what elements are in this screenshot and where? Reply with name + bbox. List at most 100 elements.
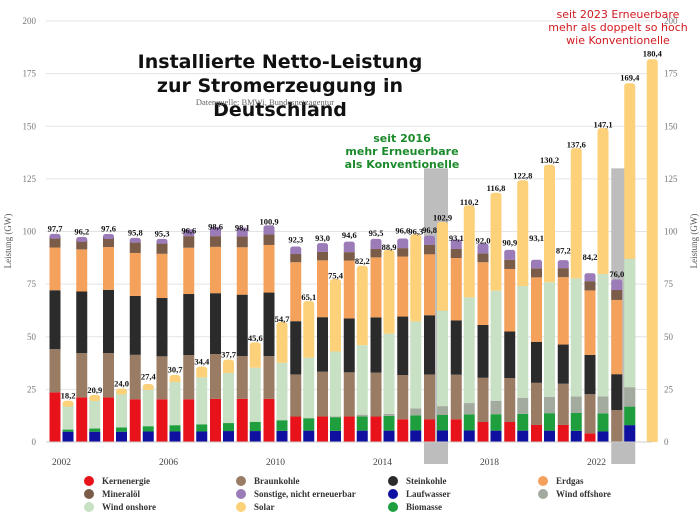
bar-cap xyxy=(450,239,462,245)
total-label-conventional: 96,8 xyxy=(422,225,437,235)
bar-segment xyxy=(437,414,448,431)
x-tick-label: 2022 xyxy=(587,458,606,468)
bar-cap xyxy=(223,359,234,366)
legend-label: Sonstige, nicht erneuerbar xyxy=(254,489,356,499)
bar-segment xyxy=(276,430,288,442)
bar-segment xyxy=(343,244,355,253)
bar-segment xyxy=(356,416,368,431)
y-axis-label-left: Leistung (GW) xyxy=(3,213,13,269)
bar-segment xyxy=(183,294,195,356)
bar-cap xyxy=(249,342,261,349)
bar-segment xyxy=(89,431,101,442)
bar-segment xyxy=(343,372,355,417)
total-label-renewable: 37,7 xyxy=(221,350,237,360)
bar-segment xyxy=(129,399,141,442)
bar-segment xyxy=(383,430,395,442)
bar-segment xyxy=(196,369,208,378)
bar-segment xyxy=(210,293,221,355)
bar-segment xyxy=(196,424,208,432)
bar-segment xyxy=(544,167,555,283)
bar-segment xyxy=(517,398,529,414)
bar-segment xyxy=(263,244,275,293)
bar-segment xyxy=(290,321,302,375)
bar-cap xyxy=(490,192,502,199)
bar-segment xyxy=(544,282,555,397)
total-label-renewable: 130,2 xyxy=(540,155,559,165)
y-tick-label-left: 200 xyxy=(23,16,37,26)
bar-segment xyxy=(557,277,569,345)
total-label-conventional: 87,2 xyxy=(556,245,571,255)
bar-segment xyxy=(397,256,409,317)
bar-segment xyxy=(317,245,328,252)
bar-segment xyxy=(584,281,596,291)
bar-segment xyxy=(437,406,448,415)
bar-cap xyxy=(397,238,409,244)
bar-segment xyxy=(450,242,462,249)
bar-segment xyxy=(290,254,302,263)
bar-segment xyxy=(597,274,609,397)
bar-segment xyxy=(156,243,168,254)
bar-segment xyxy=(570,396,582,413)
legend-label: Erdgas xyxy=(556,476,584,486)
bar-segment xyxy=(463,297,475,404)
y-tick-label-left: 50 xyxy=(27,332,37,342)
legend-label: Laufwasser xyxy=(406,489,451,499)
legend-swatch xyxy=(84,489,94,499)
bar-segment xyxy=(597,131,609,275)
bar-segment xyxy=(463,430,475,442)
bar-cap xyxy=(196,366,208,373)
y-tick-label-right: 175 xyxy=(664,69,678,79)
bar-segment xyxy=(410,430,422,442)
bar-cap xyxy=(370,238,382,244)
bar-segment xyxy=(169,382,181,426)
bar-segment xyxy=(544,430,555,442)
bar-cap xyxy=(156,238,168,244)
bar-segment xyxy=(504,422,516,442)
legend-label: Mineralöl xyxy=(102,489,140,499)
bar-cap xyxy=(544,164,555,171)
bar-segment xyxy=(276,324,288,363)
bar-segment xyxy=(584,394,596,434)
total-label-renewable: 102,9 xyxy=(433,212,452,222)
total-label-conventional: 100,9 xyxy=(259,217,278,227)
bar-cap xyxy=(624,83,636,90)
bar-segment xyxy=(517,183,529,287)
bar-segment xyxy=(116,391,127,428)
bar-cap xyxy=(570,148,582,155)
bar-segment xyxy=(142,387,154,427)
bar-segment xyxy=(290,416,302,442)
bar-segment xyxy=(410,321,422,409)
bar-segment xyxy=(303,304,315,358)
bar-segment xyxy=(89,398,101,429)
bar-segment xyxy=(303,430,315,442)
bar-segment xyxy=(531,268,542,278)
bar-segment xyxy=(76,353,88,398)
bar-cap xyxy=(89,395,101,402)
bar-segment xyxy=(142,426,154,432)
bar-segment xyxy=(611,374,623,411)
chart-title: Installierte Netto-Leistung zur Stromerz… xyxy=(95,50,465,122)
bar-segment xyxy=(517,430,529,442)
x-tick-label: 2006 xyxy=(159,458,178,468)
total-label-conventional: 93,1 xyxy=(529,233,544,243)
chart-source: Datenquelle: BMWi, Bundesnetzagentur xyxy=(195,97,335,107)
bar-segment xyxy=(370,257,382,318)
bar-segment xyxy=(103,247,114,290)
total-label-renewable: 24,0 xyxy=(114,378,129,388)
total-label-conventional: 92,3 xyxy=(288,235,303,245)
bar-segment xyxy=(383,333,395,414)
y-tick-label-left: 100 xyxy=(23,227,37,237)
total-label-conventional: 90,9 xyxy=(502,238,517,248)
legend-swatch xyxy=(236,502,246,512)
bar-segment xyxy=(116,427,127,432)
bar-segment xyxy=(450,248,462,259)
total-label-renewable: 82,2 xyxy=(355,256,370,266)
total-label-conventional: 94,6 xyxy=(342,230,357,240)
bar-segment xyxy=(584,354,596,395)
bar-segment xyxy=(236,230,248,237)
bar-segment xyxy=(624,387,636,407)
bar-segment xyxy=(557,383,569,425)
total-label-conventional: 95,3 xyxy=(155,228,170,238)
bar-segment xyxy=(343,252,355,261)
